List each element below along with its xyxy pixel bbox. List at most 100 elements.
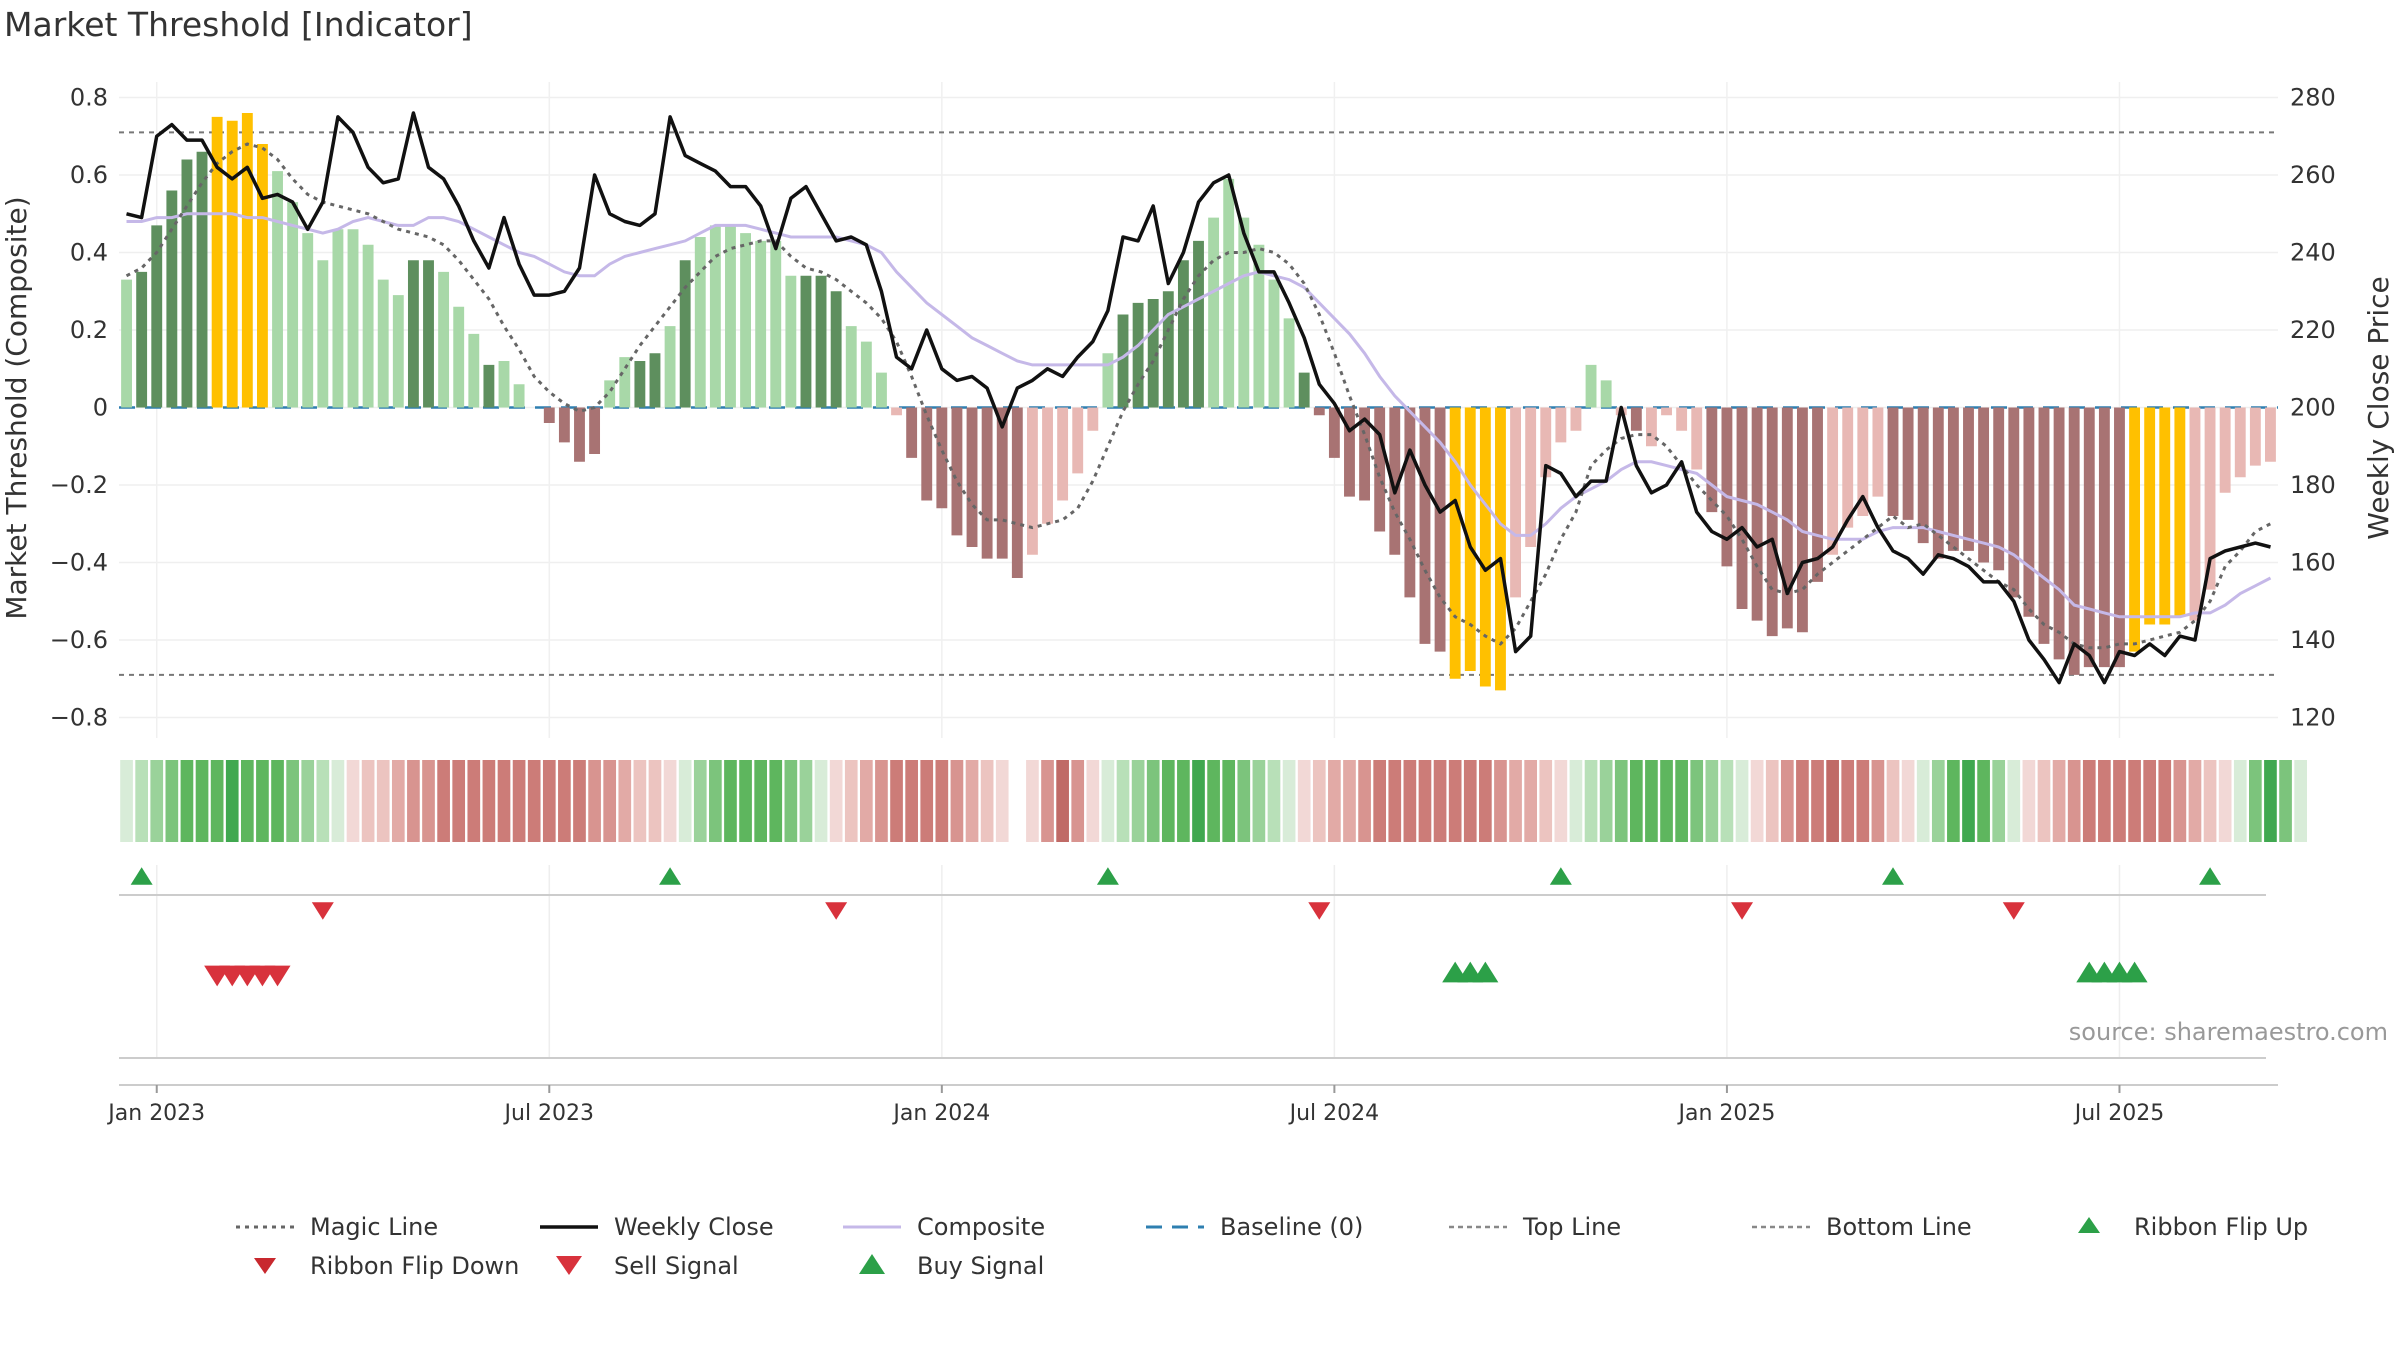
ribbon-segment	[1373, 760, 1387, 842]
ribbon-segment	[1207, 760, 1220, 842]
composite-bar	[1283, 318, 1295, 408]
ribbon-segment	[724, 760, 737, 842]
ribbon-segment	[709, 760, 722, 842]
ribbon-segment	[1252, 760, 1266, 842]
ribbon-segment	[965, 760, 979, 842]
composite-bar	[181, 159, 193, 408]
ribbon-segment	[2113, 760, 2126, 842]
composite-bar	[936, 407, 948, 509]
composite-bar	[1434, 407, 1446, 652]
ribbon-segment	[1086, 760, 1100, 842]
y-tick-label-right: 240	[2290, 239, 2336, 267]
ribbon-segment	[1403, 760, 1417, 842]
composite-bar	[407, 260, 419, 408]
composite-bar	[709, 225, 721, 408]
ribbon-segment	[467, 760, 481, 842]
composite-bar	[392, 295, 404, 408]
ribbon-segment	[1463, 760, 1477, 842]
ribbon-segment	[361, 760, 375, 842]
ribbon-segment	[1901, 760, 1915, 842]
ribbon-segment	[1192, 760, 1205, 842]
composite-bar	[1706, 407, 1718, 513]
ribbon-segment	[1509, 760, 1522, 842]
ribbon-flip-down-marker	[1308, 902, 1331, 920]
ribbon-segment	[1720, 760, 1734, 842]
legend-triangle-up-icon	[2078, 1217, 2100, 1233]
ribbon-segment	[1690, 760, 1704, 842]
composite-bar	[1721, 407, 1733, 567]
y-tick-label-left: 0.6	[70, 161, 108, 189]
ribbon-segment	[1056, 760, 1069, 842]
composite-bar	[558, 407, 570, 443]
composite-bar	[1328, 407, 1340, 458]
ribbon-segment	[497, 760, 511, 842]
composite-bar	[2053, 407, 2065, 660]
composite-bar	[2144, 407, 2156, 625]
ribbon-segment	[769, 760, 783, 842]
ribbon-segment	[1479, 760, 1492, 842]
ribbon-flip-down-marker	[2002, 902, 2025, 920]
legend-item: Ribbon Flip Up	[2078, 1213, 2308, 1241]
legend-buy-triangle-icon	[859, 1254, 885, 1274]
x-axis: Jan 2023 Jul 2023 Jan 2024 Jul 2024 Jan 2025…	[106, 1084, 2278, 1126]
ribbon-segment	[588, 760, 601, 842]
composite-bar	[1147, 299, 1159, 408]
y-tick-label-right: 120	[2290, 704, 2336, 732]
ribbon-segment	[1101, 760, 1115, 842]
composite-bar	[1268, 279, 1280, 408]
y-tick-label-left: 0.4	[70, 239, 108, 267]
composite-bar	[1208, 217, 1220, 408]
ribbon-segment	[1780, 760, 1794, 842]
ribbon-flip-up-marker	[2199, 867, 2222, 885]
y-tick-label-right: 200	[2290, 394, 2336, 422]
ribbon-segment	[2279, 760, 2292, 842]
ribbon-segment	[1448, 760, 1462, 842]
ribbon-segment	[271, 760, 284, 842]
composite-bar	[951, 407, 963, 536]
legend-label: Baseline (0)	[1220, 1213, 1363, 1241]
composite-bar	[2234, 407, 2246, 478]
ribbon-segment	[663, 760, 677, 842]
composite-bar	[966, 407, 978, 547]
ribbon-segment	[1146, 760, 1160, 842]
ribbon-segment	[1765, 760, 1779, 842]
ribbon-segment	[1433, 760, 1447, 842]
composite-bar	[876, 372, 887, 408]
x-tick-label: Jul 2023	[503, 1101, 595, 1126]
ribbon-segment	[1418, 760, 1432, 842]
ribbon-segment	[2294, 760, 2307, 842]
ribbon-segment	[1222, 760, 1236, 842]
ribbon-segment	[2128, 760, 2141, 842]
composite-bar	[1555, 407, 1567, 443]
ribbon-segment	[120, 760, 133, 842]
ribbon-segment	[437, 760, 450, 842]
composite-bar	[664, 326, 676, 408]
ribbon-segment	[875, 760, 888, 842]
y-tick-label-left: −0.2	[50, 471, 108, 499]
legend-item: Weekly Close	[540, 1213, 774, 1241]
ribbon-segment	[633, 760, 647, 842]
composite-bar	[1344, 407, 1355, 497]
y-tick-label-left: 0	[93, 394, 108, 422]
composite-bar	[921, 407, 933, 501]
ribbon-segment	[1116, 760, 1130, 842]
ribbon-segment	[1962, 760, 1975, 842]
composite-bar	[679, 260, 691, 408]
ribbon-segment	[165, 760, 179, 842]
y-tick-label-right: 220	[2290, 316, 2336, 344]
ribbon-segment	[286, 760, 299, 842]
composite-bar	[1238, 217, 1250, 408]
composite-bar	[891, 407, 902, 416]
composite-bar	[302, 233, 314, 408]
ribbon-segment	[1614, 760, 1628, 842]
composite-bar	[1978, 407, 1990, 563]
composite-bar	[1087, 407, 1099, 431]
composite-bar	[1419, 407, 1431, 644]
composite-line	[126, 212, 2272, 619]
y-tick-label-left: 0.8	[70, 84, 108, 112]
ribbon-segment	[844, 760, 858, 842]
ribbon-segment	[391, 760, 405, 842]
composite-bar	[1947, 407, 1959, 551]
legend-label: Top Line	[1522, 1213, 1621, 1241]
composite-bar	[2114, 407, 2125, 668]
